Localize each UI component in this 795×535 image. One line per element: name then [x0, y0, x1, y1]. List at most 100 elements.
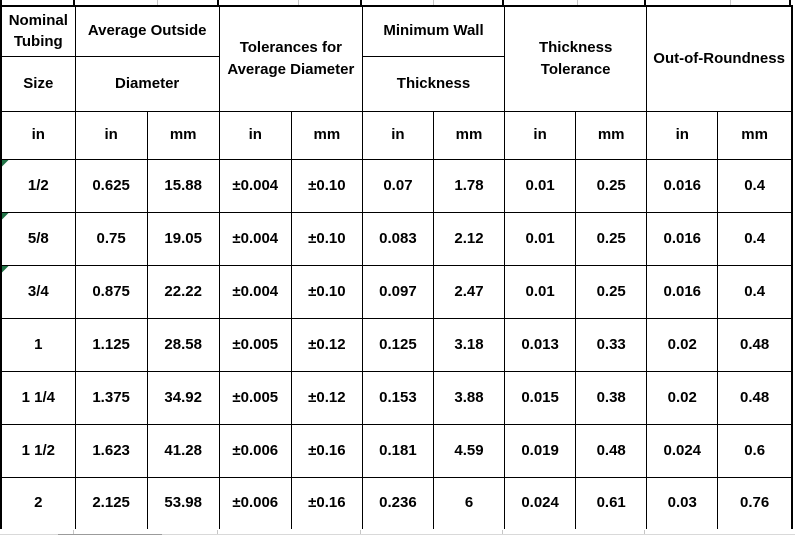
- table-row: 1 1.125 28.58 ±0.005 ±0.12 0.125 3.18 0.013 0.33…: [0, 317, 793, 372]
- data-cell: 15.88: [146, 158, 220, 213]
- data-cell: 0.083: [361, 211, 434, 266]
- data-cell: 22.22: [146, 264, 220, 319]
- data-cell: ±0.006: [218, 476, 292, 531]
- data-cell: 0.48: [575, 423, 648, 478]
- data-cell: 0.4: [717, 264, 793, 319]
- data-cell: 0.153: [361, 370, 434, 425]
- data-cell: 1.623: [74, 423, 148, 478]
- tubing-tolerance-table: Nominal Tubing Average Outside Tolerances …: [0, 5, 793, 531]
- data-cell: 0.015: [504, 370, 577, 425]
- data-cell: 2.125: [74, 476, 148, 531]
- data-cell: ±0.005: [218, 370, 292, 425]
- data-cell: 0.25: [575, 264, 648, 319]
- grid-tick: [217, 0, 219, 5]
- header-cell: Out-of-Roundness: [646, 5, 793, 112]
- data-cell: ±0.10: [290, 158, 363, 213]
- header-cell: Tolerances for Average Diameter: [218, 5, 363, 112]
- excel-error-indicator-icon: [2, 160, 9, 167]
- header-cell: Size: [0, 55, 76, 112]
- grid-tick: [789, 0, 791, 5]
- table-row: 2 2.125 53.98 ±0.006 ±0.16 0.236 6 0.024 0.61 0.0…: [0, 476, 793, 531]
- table-row: 3/4 0.875 22.22 ±0.004 ±0.10 0.097 2.47 0.01 0.2…: [0, 264, 793, 319]
- data-cell: 0.019: [504, 423, 577, 478]
- data-cell: 1/2: [0, 158, 76, 213]
- unit-cell: mm: [146, 110, 220, 160]
- data-cell: 0.013: [504, 317, 577, 372]
- header-cell: Diameter: [74, 55, 220, 112]
- grid-tick: [217, 530, 218, 534]
- data-cell: 0.016: [646, 264, 719, 319]
- data-cell: 0.25: [575, 158, 648, 213]
- data-cell: 41.28: [146, 423, 220, 478]
- data-cell: 0.024: [504, 476, 577, 531]
- data-cell: ±0.12: [290, 317, 363, 372]
- data-cell: 0.6: [717, 423, 793, 478]
- unit-cell: mm: [575, 110, 648, 160]
- data-cell: ±0.12: [290, 370, 363, 425]
- data-cell: 0.48: [717, 317, 793, 372]
- data-cell: 0.03: [646, 476, 719, 531]
- data-cell: 0.61: [575, 476, 648, 531]
- data-cell: ±0.004: [218, 264, 292, 319]
- data-cell: 0.07: [361, 158, 434, 213]
- data-cell: 34.92: [146, 370, 220, 425]
- data-cell: 1.125: [74, 317, 148, 372]
- grid-tick: [360, 530, 361, 534]
- data-cell: ±0.16: [290, 476, 363, 531]
- bottom-grid-strip: [0, 529, 795, 535]
- data-cell: 3.18: [432, 317, 506, 372]
- grid-tick: [0, 0, 2, 5]
- data-cell: 0.024: [646, 423, 719, 478]
- data-cell: 0.236: [361, 476, 434, 531]
- data-cell: 0.875: [74, 264, 148, 319]
- data-cell: ±0.004: [218, 211, 292, 266]
- unit-cell: mm: [432, 110, 506, 160]
- data-cell: 0.75: [74, 211, 148, 266]
- grid-tick: [577, 0, 578, 5]
- data-cell: 0.125: [361, 317, 434, 372]
- table-row: 5/8 0.75 19.05 ±0.004 ±0.10 0.083 2.12 0.01 0.25…: [0, 211, 793, 266]
- data-cell: 28.58: [146, 317, 220, 372]
- data-cell: ±0.16: [290, 423, 363, 478]
- unit-cell: mm: [290, 110, 363, 160]
- excel-error-indicator-icon: [2, 213, 9, 220]
- table-row: 1 1/2 1.623 41.28 ±0.006 ±0.16 0.181 4.59 0.019…: [0, 423, 793, 478]
- data-cell: 1.78: [432, 158, 506, 213]
- data-cell: ±0.004: [218, 158, 292, 213]
- grid-tick: [73, 0, 75, 5]
- unit-cell: in: [361, 110, 434, 160]
- data-cell: 2.12: [432, 211, 506, 266]
- data-cell: 0.4: [717, 158, 793, 213]
- unit-cell: in: [0, 110, 76, 160]
- data-cell: 5/8: [0, 211, 76, 266]
- data-cell: 1 1/4: [0, 370, 76, 425]
- unit-cell: in: [504, 110, 577, 160]
- data-cell: 0.25: [575, 211, 648, 266]
- grid-tick: [644, 530, 645, 534]
- grid-tick: [644, 0, 646, 5]
- header-cell: Thickness Tolerance: [504, 5, 648, 112]
- grid-tick: [502, 0, 504, 5]
- data-cell: 0.76: [717, 476, 793, 531]
- data-cell: 0.01: [504, 264, 577, 319]
- header-cell: Average Outside: [74, 5, 220, 57]
- data-cell: 0.02: [646, 370, 719, 425]
- data-cell: 0.625: [74, 158, 148, 213]
- data-cell: 1.375: [74, 370, 148, 425]
- grid-tick: [157, 0, 158, 5]
- data-cell: 0.097: [361, 264, 434, 319]
- table-row: 1/2 0.625 15.88 ±0.004 ±0.10 0.07 1.78 0.01 0.25…: [0, 158, 793, 213]
- data-cell: 19.05: [146, 211, 220, 266]
- data-cell: ±0.005: [218, 317, 292, 372]
- data-cell: 53.98: [146, 476, 220, 531]
- data-cell: 0.4: [717, 211, 793, 266]
- data-cell: 0.38: [575, 370, 648, 425]
- grid-tick: [433, 0, 434, 5]
- unit-cell: in: [74, 110, 148, 160]
- unit-cell: in: [646, 110, 719, 160]
- data-cell: 3/4: [0, 264, 76, 319]
- data-cell: 0.016: [646, 158, 719, 213]
- data-cell: 1: [0, 317, 76, 372]
- data-cell: 0.02: [646, 317, 719, 372]
- header-cell: Nominal Tubing: [0, 5, 76, 57]
